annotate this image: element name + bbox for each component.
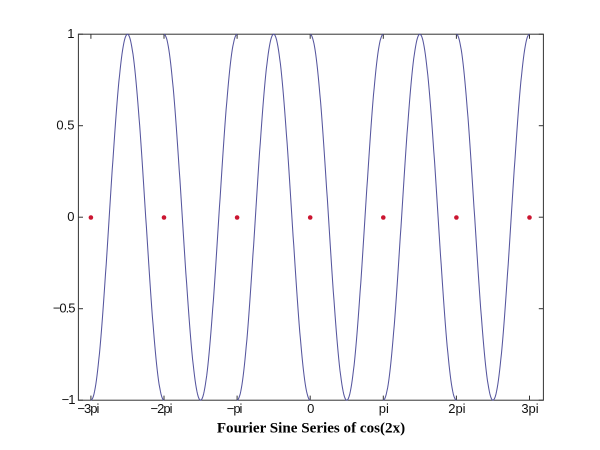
svg-text:−1: −1	[62, 392, 76, 407]
svg-text:0: 0	[67, 209, 74, 224]
svg-text:−2pi: −2pi	[151, 401, 173, 416]
svg-text:0: 0	[307, 401, 314, 416]
svg-text:3pi: 3pi	[521, 401, 538, 416]
svg-text:−pi: −pi	[227, 401, 243, 416]
svg-text:1: 1	[67, 26, 74, 41]
svg-text:2pi: 2pi	[448, 401, 465, 416]
svg-text:Fourier Sine Series of cos(2x): Fourier Sine Series of cos(2x)	[217, 421, 405, 437]
svg-text:−3pi: −3pi	[77, 401, 99, 416]
svg-text:−0.5: −0.5	[53, 301, 75, 316]
svg-text:pi: pi	[379, 401, 389, 416]
svg-text:0.5: 0.5	[56, 118, 74, 133]
